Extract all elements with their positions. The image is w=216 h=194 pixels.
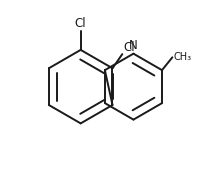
- Text: N: N: [129, 39, 138, 52]
- Text: CH₃: CH₃: [173, 52, 191, 62]
- Text: Cl: Cl: [75, 17, 86, 30]
- Text: Cl: Cl: [123, 41, 135, 54]
